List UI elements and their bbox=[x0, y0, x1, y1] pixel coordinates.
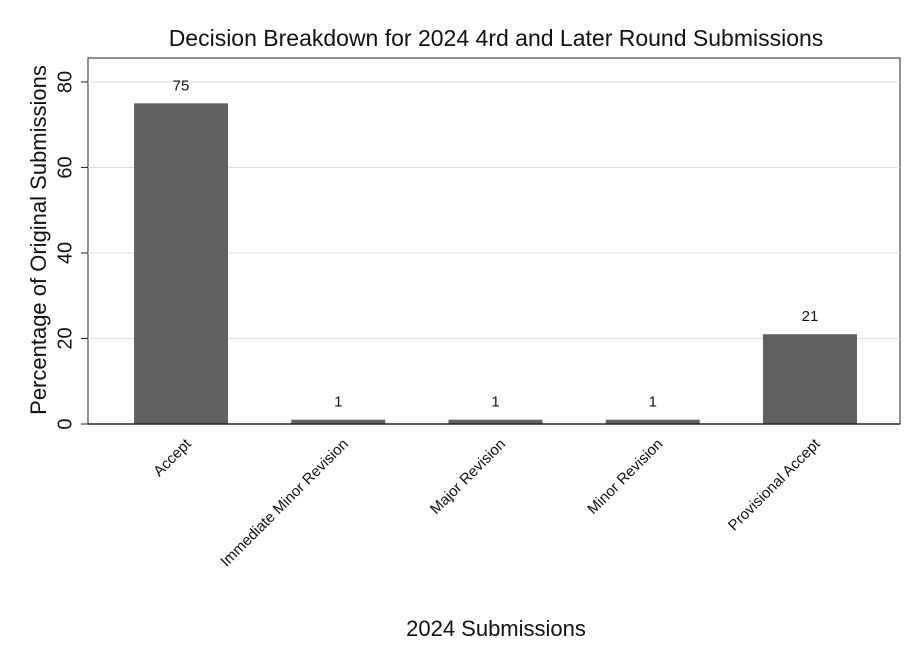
bar bbox=[605, 419, 700, 424]
bar bbox=[763, 334, 857, 424]
bar bbox=[448, 419, 543, 424]
x-tick-label: Accept bbox=[150, 435, 195, 480]
chart-title: Decision Breakdown for 2024 4rd and Late… bbox=[169, 25, 824, 51]
x-tick-label: Major Revision bbox=[427, 436, 509, 518]
bar bbox=[134, 103, 228, 424]
y-tick-label: 20 bbox=[54, 327, 76, 349]
y-tick-label: 40 bbox=[54, 242, 76, 264]
value-label: 1 bbox=[491, 394, 499, 411]
x-tick-label: Immediate Minor Revision bbox=[217, 436, 352, 571]
value-label: 1 bbox=[334, 394, 342, 411]
y-tick-label: 60 bbox=[54, 156, 76, 178]
bar bbox=[291, 419, 386, 424]
y-tick-label: 0 bbox=[54, 418, 76, 429]
value-label: 21 bbox=[802, 308, 819, 325]
x-tick-label: Minor Revision bbox=[584, 436, 666, 518]
value-label: 75 bbox=[173, 77, 190, 94]
x-axis-title: 2024 Submissions bbox=[406, 616, 586, 641]
value-label: 1 bbox=[649, 394, 657, 411]
y-axis-title: Percentage of Original Submissions bbox=[26, 65, 51, 415]
x-tick-label: Provisional Accept bbox=[725, 435, 824, 534]
y-tick-label: 80 bbox=[54, 71, 76, 93]
